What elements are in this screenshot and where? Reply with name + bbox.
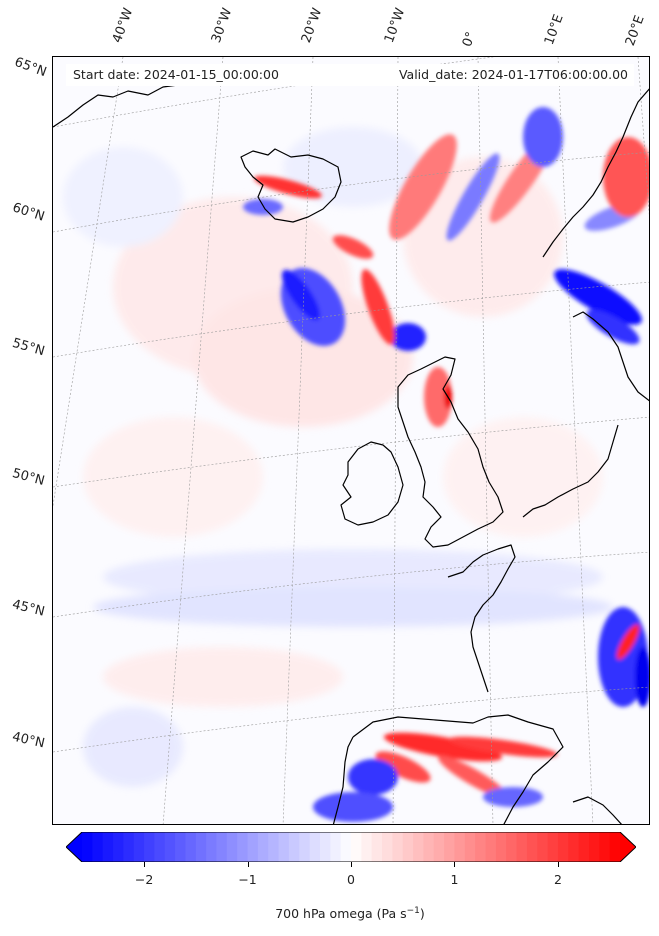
colorbar-extend-min: [66, 832, 82, 862]
colorbar-segment: [247, 832, 259, 862]
colorbar-segment: [547, 832, 559, 862]
colorbar-segment: [464, 832, 476, 862]
colorbar-label-end: ): [419, 906, 425, 922]
lon-label-10w: 10°W: [381, 6, 409, 45]
colorbar-segment: [495, 832, 507, 862]
colorbar-segment: [288, 832, 300, 862]
colorbar-segment: [557, 832, 569, 862]
colorbar-segment: [537, 832, 549, 862]
lat-label-60n: 60°N: [10, 200, 47, 225]
colorbar-segment: [133, 832, 145, 862]
colorbar-tick-mark: [144, 862, 146, 867]
graticule: [53, 57, 649, 824]
colorbar-segment: [102, 832, 114, 862]
lon-label-40w: 40°W: [109, 6, 137, 45]
colorbar-segment: [361, 832, 373, 862]
colorbar-label: 700 hPa omega (Pa s−1): [0, 906, 659, 921]
colorbar-tick-label: 2: [553, 872, 562, 887]
colorbar-segment: [526, 832, 538, 862]
colorbar-segment: [330, 832, 342, 862]
colorbar-segment: [237, 832, 249, 862]
colorbar-segment: [423, 832, 435, 862]
colorbar-segment: [402, 832, 414, 862]
lon-label-0: 0°: [459, 29, 480, 49]
omega-field-map: [53, 57, 649, 824]
colorbar-segment: [82, 832, 93, 862]
colorbar-segment: [506, 832, 518, 862]
weak-field-blobs: [63, 127, 613, 787]
colorbar-segment: [175, 832, 187, 862]
colorbar-tick-label: 0: [347, 872, 355, 887]
colorbar-segment: [485, 832, 497, 862]
colorbar-label-sup: −1: [406, 906, 420, 916]
colorbar-segment: [392, 832, 404, 862]
colorbar-tick-mark: [247, 862, 249, 867]
colorbar-tick-label: −1: [238, 872, 257, 887]
colorbar-segment: [226, 832, 238, 862]
coastlines: [53, 84, 649, 824]
colorbar-tick-mark: [454, 862, 456, 867]
date-annotation: Start date: 2024-01-15_00:00:00 Valid_da…: [66, 64, 634, 86]
valid-date-text: Valid_date: 2024-01-17T06:00:00.00: [398, 67, 628, 82]
lat-label-50n: 50°N: [10, 466, 47, 489]
colorbar-segment: [257, 832, 269, 862]
colorbar-segment: [154, 832, 166, 862]
lat-label-55n: 55°N: [10, 335, 47, 360]
lon-label-20w: 20°W: [298, 6, 326, 45]
colorbar-segment: [206, 832, 218, 862]
colorbar-segment: [309, 832, 321, 862]
colorbar-segment: [299, 832, 311, 862]
colorbar-segment: [609, 832, 621, 862]
colorbar-segment: [588, 832, 600, 862]
colorbar-segment: [319, 832, 331, 862]
colorbar-segment: [475, 832, 487, 862]
colorbar-tick-mark: [557, 862, 559, 867]
colorbar-segment: [340, 832, 352, 862]
colorbar-tick-label: −2: [134, 872, 154, 887]
colorbar-segment: [123, 832, 135, 862]
colorbar-segment: [351, 832, 362, 862]
colorbar-segment: [144, 832, 156, 862]
colorbar-segment: [382, 832, 393, 862]
colorbar-segment: [195, 832, 207, 862]
colorbar-extend-max: [620, 832, 636, 862]
colorbar-segment: [454, 832, 466, 862]
lon-label-10e: 10°E: [541, 12, 567, 48]
colorbar-segment: [413, 832, 425, 862]
colorbar-segment: [185, 832, 197, 862]
colorbar-segment: [164, 832, 176, 862]
colorbar-segment: [433, 832, 445, 862]
map-panel: [52, 56, 650, 825]
colorbar-segment: [92, 832, 104, 862]
colorbar-segment: [568, 832, 580, 862]
lon-label-20e: 20°E: [622, 13, 648, 49]
colorbar-segment: [278, 832, 290, 862]
colorbar-tick-label: 1: [450, 872, 459, 887]
colorbar: [66, 832, 636, 862]
colorbar-segment: [113, 832, 124, 862]
colorbar-tick-mark: [351, 862, 352, 867]
colorbar-segment: [268, 832, 280, 862]
colorbar-segment: [371, 832, 383, 862]
colorbar-segment: [444, 832, 456, 862]
colorbar-label-text: 700 hPa omega (Pa s: [275, 906, 407, 922]
lat-label-45n: 45°N: [10, 597, 47, 620]
colorbar-segment: [516, 832, 528, 862]
colorbar-segment: [216, 832, 228, 862]
start-date-text: Start date: 2024-01-15_00:00:00: [73, 67, 279, 82]
colorbar-segment: [578, 832, 590, 862]
lat-label-65n: 65°N: [12, 54, 49, 81]
lon-label-30w: 30°W: [208, 6, 236, 45]
lat-label-40n: 40°N: [10, 729, 47, 752]
strong-features: [243, 107, 649, 822]
colorbar-segment: [599, 832, 611, 862]
